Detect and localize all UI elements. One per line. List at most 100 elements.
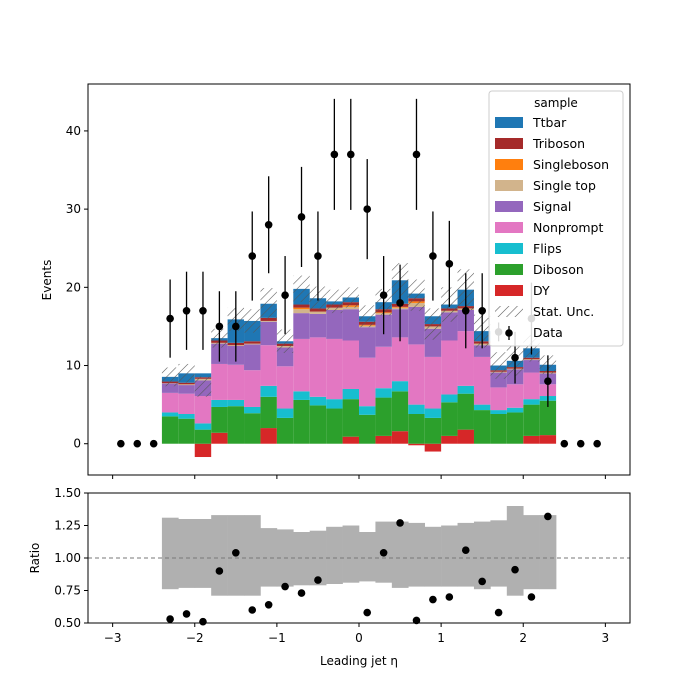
bar-nonprompt [309, 337, 327, 397]
stat-unc-band [342, 287, 359, 308]
data-point [511, 353, 519, 362]
ratio-point [412, 616, 421, 625]
x-tick-label: 3 [602, 631, 610, 645]
bar-signal [523, 360, 540, 373]
bar-diboson [309, 405, 327, 444]
data-point [133, 439, 142, 448]
data-point [314, 252, 322, 260]
stat-unc-band [293, 275, 310, 303]
bar-flips [424, 408, 442, 418]
data-point [593, 439, 601, 448]
bar-nonprompt [441, 340, 458, 395]
ratio-point [527, 593, 536, 601]
ratio-point [264, 601, 273, 609]
bar-diboson [359, 414, 376, 444]
bar-flips [293, 391, 310, 400]
bar-diboson [441, 402, 458, 436]
bar-nonprompt [244, 370, 261, 407]
bar-flips [161, 412, 179, 417]
bar-nonprompt [506, 384, 524, 408]
bar-triboson [178, 382, 195, 385]
bar-nonprompt [375, 346, 392, 389]
stat-unc-band [408, 279, 425, 311]
bar-nonprompt [342, 340, 359, 389]
bar-diboson [194, 429, 212, 444]
ratio-unc-band [194, 519, 212, 588]
ratio-point [379, 549, 388, 557]
ratio-point [511, 565, 519, 574]
ratio-point [544, 512, 552, 521]
legend-swatch-singleboson [495, 159, 523, 170]
bar-dy [391, 431, 409, 444]
bar-signal [178, 385, 195, 394]
bar-nonprompt [161, 392, 179, 413]
bar-dy [457, 429, 474, 444]
y-tick-label: 0 [73, 437, 81, 451]
data-point [199, 306, 207, 315]
ratio-point [429, 595, 437, 604]
ratio-point [396, 519, 404, 527]
bar-diboson [178, 418, 195, 444]
stat-unc-band [244, 309, 261, 333]
data-point [281, 291, 289, 299]
legend-label-diboson: Diboson [533, 262, 584, 277]
bar-nonprompt [276, 366, 294, 409]
ratio-unc-band [506, 506, 524, 596]
legend-label-flips: Flips [533, 241, 562, 256]
ratio-y-tick-label: 0.75 [54, 584, 81, 598]
ratio-unc-band [359, 532, 376, 582]
ratio-unc-band [178, 519, 196, 588]
bar-diboson [457, 393, 474, 430]
ratio-point [248, 606, 257, 614]
bar-diboson [490, 414, 507, 444]
bar-nonprompt [293, 338, 310, 392]
bar-flips [244, 406, 261, 414]
bar-signal [326, 309, 343, 339]
bar-triboson [244, 341, 261, 344]
legend-label-ttbar: Ttbar [532, 115, 567, 130]
bar-nonprompt [391, 337, 409, 382]
bar-triboson [293, 304, 310, 308]
legend-label-singleboson: Singleboson [533, 157, 609, 172]
stat-unc-band [276, 329, 294, 354]
bar-diboson [473, 410, 491, 444]
ratio-y-tick-label: 1.00 [54, 551, 81, 565]
y-tick-label: 30 [66, 202, 81, 216]
stat-unc-band [178, 363, 195, 383]
legend-swatch-flips [495, 243, 523, 254]
main-plot-area: 0 10 20 30 40 Events [40, 83, 631, 479]
bar-dy [194, 443, 212, 458]
bar-signal [244, 344, 261, 371]
bar-signal [473, 345, 491, 357]
bar-nonprompt [424, 356, 442, 409]
ratio-unc-band [211, 515, 228, 596]
data-point [149, 439, 158, 448]
legend-swatch-signal [495, 201, 523, 212]
ratio-unc-band [457, 522, 475, 587]
ratio-unc-band [473, 521, 491, 590]
legend-label-dy: DY [533, 283, 550, 298]
ratio-point [478, 577, 486, 586]
bar-diboson [539, 400, 557, 436]
bar-nonprompt [359, 357, 376, 407]
ratio-point [461, 546, 470, 554]
bar-dy [539, 435, 557, 444]
bar-signal [161, 383, 179, 393]
bar-ttbar [194, 373, 212, 378]
bar-dy [375, 435, 392, 444]
bar-signal [309, 313, 327, 338]
ratio-unc-band [244, 515, 261, 596]
bar-nonprompt [473, 356, 491, 405]
legend-swatch-dy [495, 285, 523, 296]
bar-dy [441, 435, 458, 444]
stat-unc-band [424, 308, 442, 340]
stat-unc-band [194, 376, 212, 397]
legend-label-single-top: Single top [533, 178, 596, 193]
stat-unc-band [260, 288, 277, 320]
data-point [363, 205, 372, 213]
legend-swatch-triboson [495, 138, 523, 149]
data-point [412, 150, 421, 159]
bar-flips [490, 410, 507, 415]
bar-dy [408, 443, 425, 446]
